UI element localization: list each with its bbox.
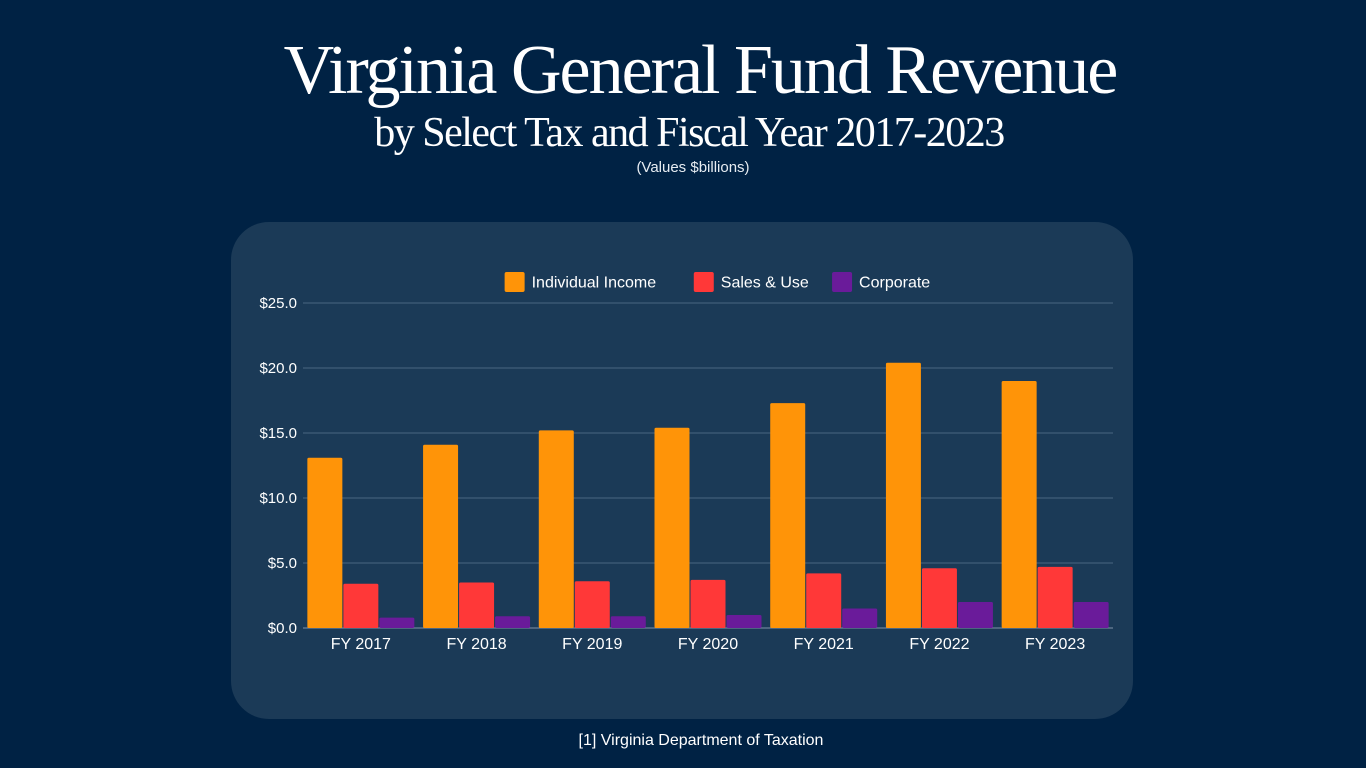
y-tick-label: $0.0 [268, 620, 297, 637]
bar [1073, 602, 1109, 628]
y-tick-label: $10.0 [259, 490, 297, 507]
bar [610, 616, 646, 628]
bar [1001, 381, 1037, 628]
x-tick-label: FY 2022 [909, 636, 969, 653]
legend-label: Individual Income [532, 275, 657, 292]
x-tick-label: FY 2019 [562, 636, 622, 653]
bar-chart: $0.0 $5.0 $10.0 $15.0 $20.0 $25.0 FY 2017 FY 20… [259, 272, 1113, 653]
y-tick-label: $15.0 [259, 425, 297, 442]
legend-label: Sales & Use [721, 275, 809, 292]
x-tick-label: FY 2017 [331, 636, 391, 653]
units-note: (Values $billions) [636, 159, 750, 176]
chart-panel: $0.0 $5.0 $10.0 $15.0 $20.0 $25.0 FY 2017 FY 20… [231, 222, 1133, 719]
legend-label: Corporate [859, 275, 930, 292]
bar [957, 602, 993, 628]
bar [921, 568, 957, 628]
x-tick-label: FY 2021 [794, 636, 854, 653]
y-tick-label: $20.0 [259, 360, 297, 377]
x-tick-label: FY 2020 [678, 636, 738, 653]
bar [654, 427, 690, 628]
bar [690, 579, 726, 628]
bar [806, 573, 842, 628]
bar [538, 430, 574, 628]
bar [343, 583, 379, 628]
legend-swatch [832, 272, 853, 292]
y-tick-label: $5.0 [268, 555, 297, 572]
bar [423, 444, 459, 628]
bar [379, 617, 415, 628]
legend-swatch [693, 272, 714, 292]
legend-swatch [504, 272, 525, 292]
chart-title: Virginia General Fund Revenue [283, 32, 1119, 109]
bar [574, 581, 610, 628]
bar [770, 403, 806, 628]
chart-subtitle: by Select Tax and Fiscal Year 2017-2023 [374, 110, 1005, 156]
bar [495, 616, 531, 628]
bar [459, 582, 495, 628]
bar [726, 615, 762, 628]
x-tick-label: FY 2023 [1025, 636, 1085, 653]
y-tick-label: $25.0 [259, 295, 297, 312]
source-citation: [1] Virginia Department of Taxation [578, 732, 824, 749]
bar [307, 457, 343, 628]
bar [1037, 566, 1073, 628]
x-tick-label: FY 2018 [446, 636, 506, 653]
bar [885, 362, 921, 628]
bar [842, 608, 878, 628]
